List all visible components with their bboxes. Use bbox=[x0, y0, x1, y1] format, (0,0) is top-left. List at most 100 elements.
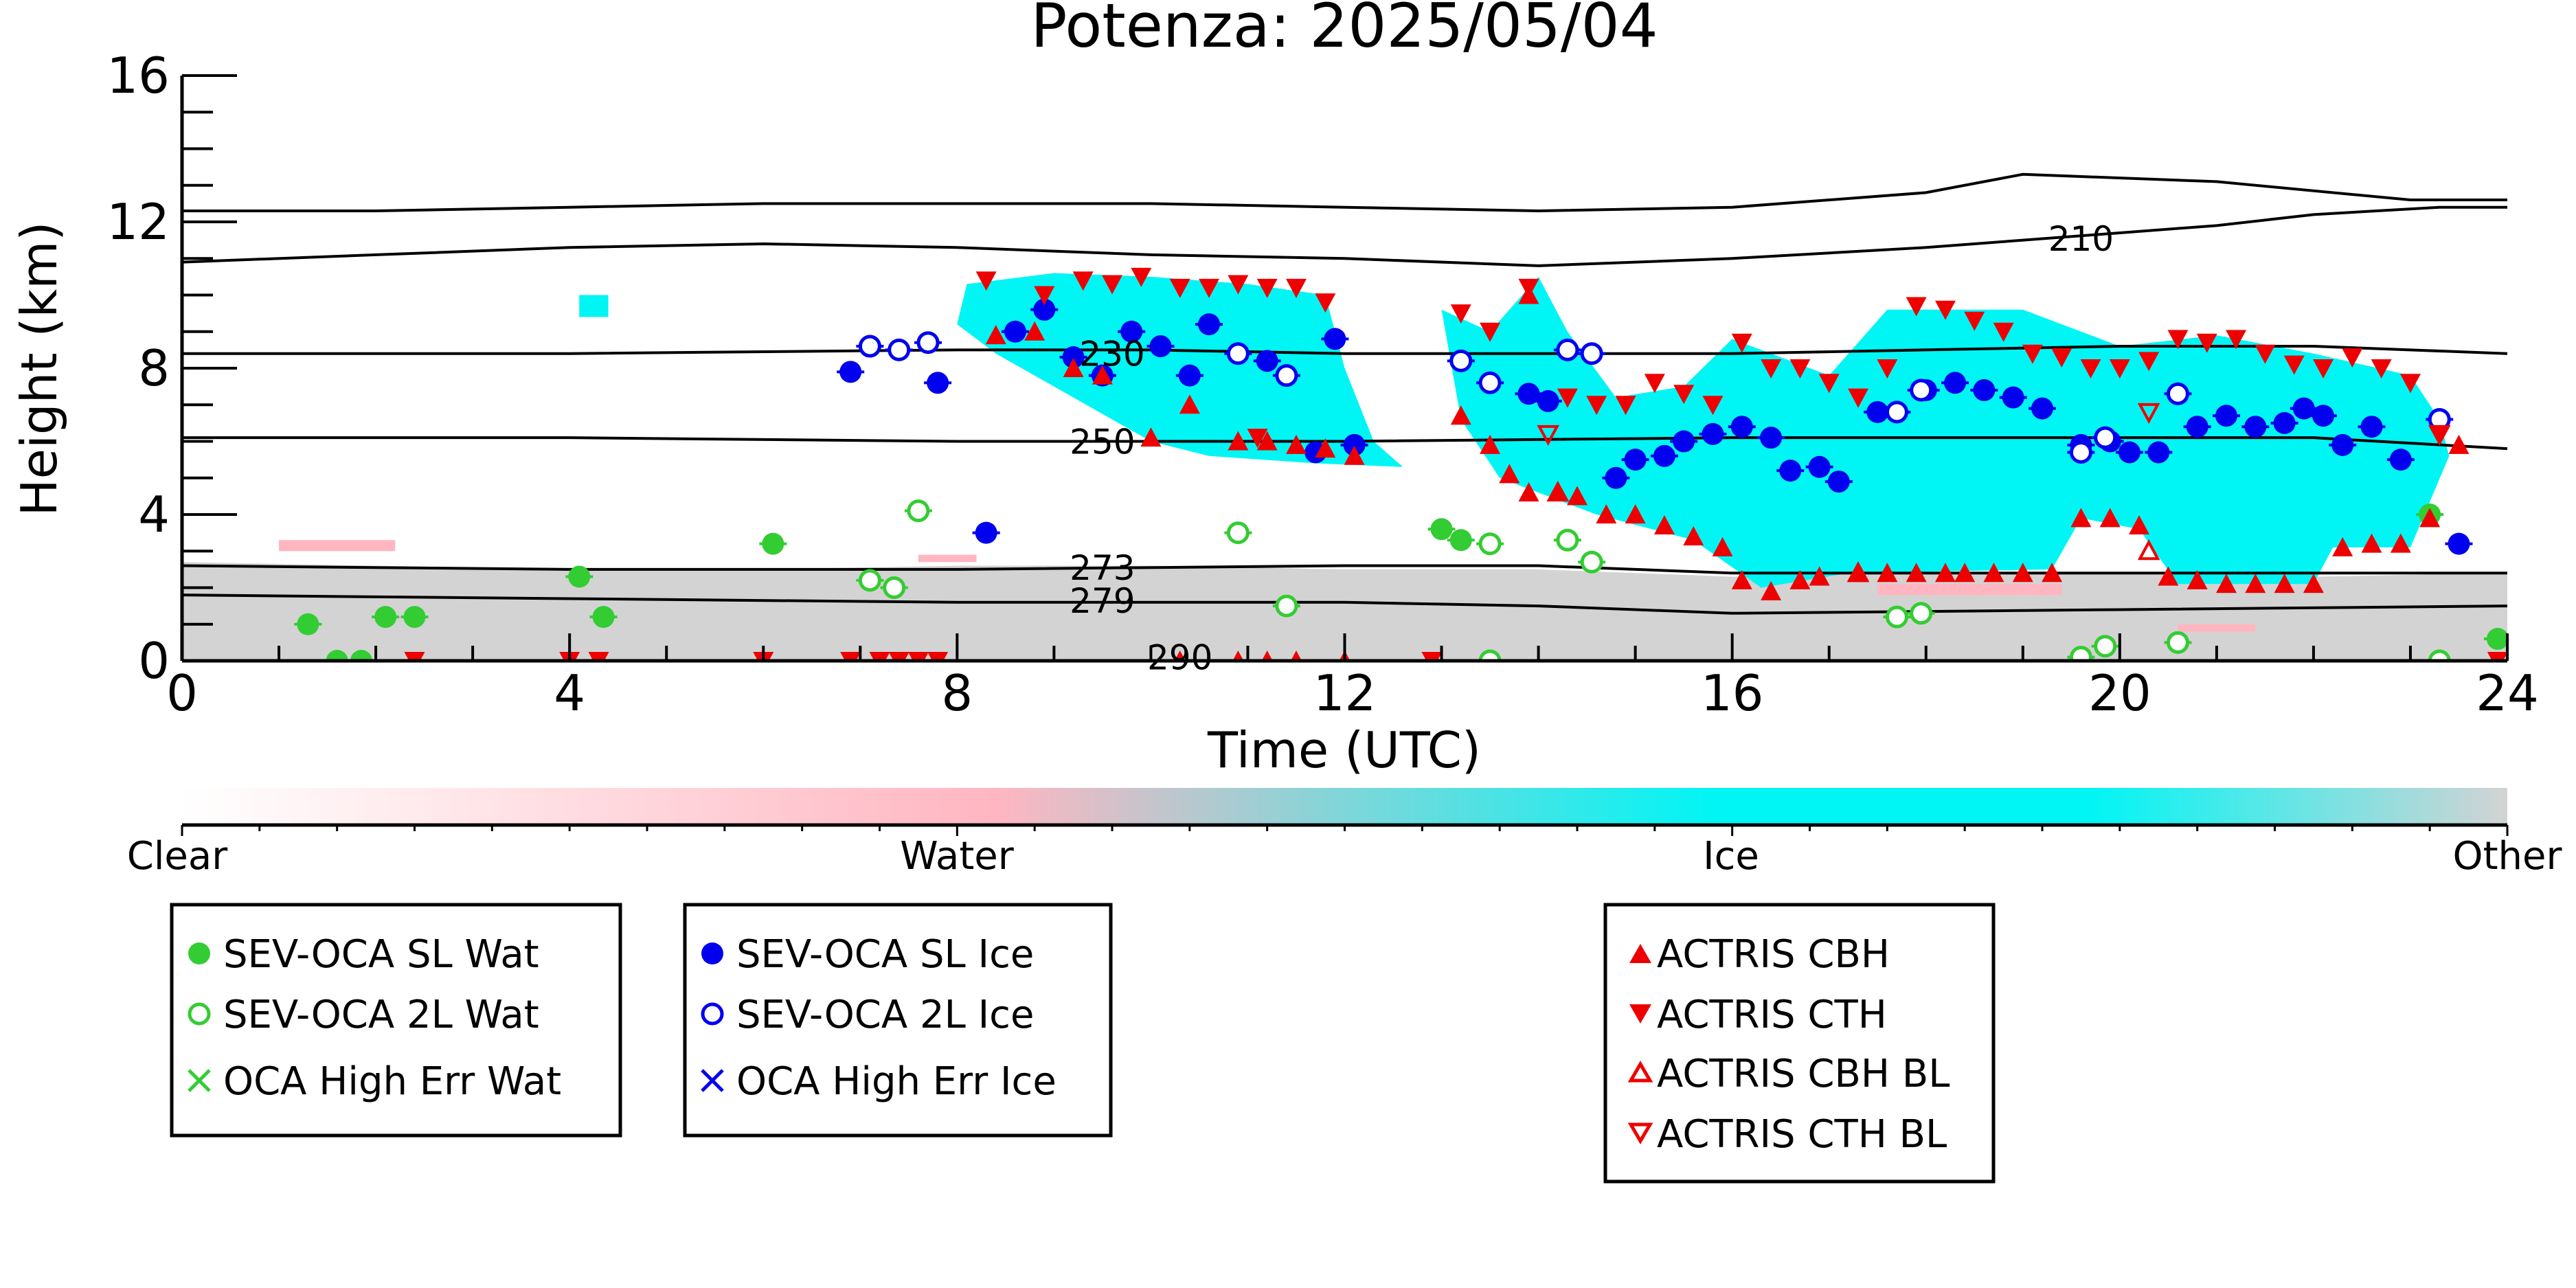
data-point bbox=[1499, 464, 1520, 484]
legend-marker-cbh-bl bbox=[1627, 1061, 1653, 1083]
data-point bbox=[1478, 532, 1502, 556]
data-point bbox=[1449, 529, 1472, 552]
legend-label: OCA High Err Ice bbox=[736, 1059, 1057, 1104]
ice-region bbox=[1441, 276, 2450, 588]
data-point bbox=[927, 652, 949, 661]
data-point bbox=[2167, 330, 2189, 350]
data-point bbox=[1624, 449, 1647, 471]
data-point bbox=[1518, 278, 1539, 298]
data-point bbox=[1848, 388, 1869, 408]
data-point bbox=[1285, 434, 1307, 454]
data-point bbox=[1885, 400, 1908, 424]
data-point bbox=[1537, 389, 1559, 412]
data-point bbox=[2371, 359, 2392, 379]
data-point bbox=[2389, 449, 2412, 471]
data-point bbox=[2215, 574, 2237, 594]
data-point bbox=[1934, 300, 1956, 320]
legend-marker-2l-ice bbox=[701, 1002, 724, 1026]
colorbar-ticks bbox=[181, 825, 2509, 836]
data-point bbox=[2186, 416, 2208, 438]
data-point bbox=[1567, 486, 1588, 506]
data-point bbox=[2129, 515, 2150, 534]
data-point bbox=[1072, 271, 1094, 291]
data-point bbox=[1480, 434, 1501, 454]
data-point bbox=[840, 652, 861, 661]
contour-label: 279 bbox=[1070, 581, 1135, 621]
data-point bbox=[1033, 298, 1056, 321]
data-point bbox=[2118, 441, 2140, 464]
data-point bbox=[326, 650, 348, 661]
data-point bbox=[2331, 433, 2354, 456]
legend-label: ACTRIS CBH BL bbox=[1657, 1052, 1950, 1096]
data-point bbox=[2399, 374, 2421, 394]
data-point bbox=[2360, 416, 2383, 438]
data-point bbox=[592, 606, 615, 629]
data-point bbox=[2487, 652, 2507, 661]
data-point bbox=[1546, 480, 1570, 502]
ice-region bbox=[957, 273, 1403, 467]
data-point bbox=[1910, 379, 1933, 402]
contour-label: 290 bbox=[1147, 638, 1212, 678]
data-point bbox=[888, 338, 911, 361]
legend-water: SEV-OCA SL Wat SEV-OCA 2L Wat OCA High E… bbox=[170, 903, 622, 1138]
data-point bbox=[2215, 405, 2237, 427]
legend-marker-cth bbox=[1629, 1004, 1651, 1024]
data-point bbox=[1673, 385, 1695, 405]
data-point bbox=[1430, 518, 1453, 541]
legend-box bbox=[1603, 903, 1996, 1184]
data-point bbox=[2187, 569, 2208, 589]
data-point bbox=[1275, 594, 1298, 618]
data-point bbox=[2448, 434, 2470, 454]
data-point bbox=[2137, 403, 2160, 425]
data-point bbox=[1653, 444, 1675, 467]
data-point bbox=[1818, 374, 1840, 394]
data-point bbox=[2274, 574, 2295, 594]
data-point bbox=[1131, 267, 1152, 287]
data-point bbox=[1256, 278, 1278, 298]
legend-label: SEV-OCA SL Ice bbox=[736, 932, 1034, 977]
data-point bbox=[2313, 359, 2334, 379]
data-point bbox=[2283, 355, 2305, 375]
data-point bbox=[1877, 359, 1898, 379]
contour-line bbox=[182, 205, 2507, 267]
data-point bbox=[2070, 508, 2092, 528]
data-point bbox=[975, 521, 997, 544]
data-point bbox=[2080, 359, 2101, 379]
data-point bbox=[762, 532, 784, 555]
data-point bbox=[1449, 349, 1473, 372]
x-tick-label: 12 bbox=[1313, 664, 1377, 722]
data-point bbox=[1478, 649, 1502, 661]
data-point bbox=[1789, 569, 1811, 589]
data-point bbox=[1730, 416, 1753, 438]
data-point bbox=[1478, 371, 1502, 394]
x-tick-label: 4 bbox=[554, 664, 585, 722]
data-point bbox=[2390, 533, 2411, 553]
data-point bbox=[1226, 521, 1250, 545]
legend-actris: ACTRIS CBH ACTRIS CTH ACTRIS CBH BL ACTR… bbox=[1603, 903, 1996, 1184]
data-point bbox=[2196, 333, 2217, 353]
data-point bbox=[2042, 563, 2063, 583]
x-tick-label: 24 bbox=[2476, 664, 2539, 722]
data-point bbox=[1537, 425, 1560, 447]
data-point bbox=[1625, 504, 1646, 523]
contour-line bbox=[182, 345, 2507, 355]
data-point bbox=[1615, 396, 1636, 416]
data-point bbox=[1910, 602, 1933, 625]
legend-label: SEV-OCA 2L Ice bbox=[736, 993, 1034, 1037]
colorbar-gradient bbox=[182, 788, 2507, 824]
legend-marker-cbh bbox=[1629, 944, 1651, 963]
data-point bbox=[1644, 374, 1665, 394]
data-point bbox=[2419, 508, 2441, 528]
data-point bbox=[907, 652, 929, 661]
data-point bbox=[1324, 328, 1346, 350]
data-point bbox=[1024, 321, 1046, 341]
contour-line bbox=[182, 594, 2507, 615]
data-point bbox=[1169, 278, 1190, 298]
data-point bbox=[1712, 536, 1733, 556]
data-point bbox=[1683, 526, 1704, 545]
legend-label: ACTRIS CBH bbox=[1657, 932, 1890, 977]
data-point bbox=[916, 331, 940, 354]
data-point bbox=[1934, 563, 1956, 583]
data-point bbox=[297, 613, 319, 635]
